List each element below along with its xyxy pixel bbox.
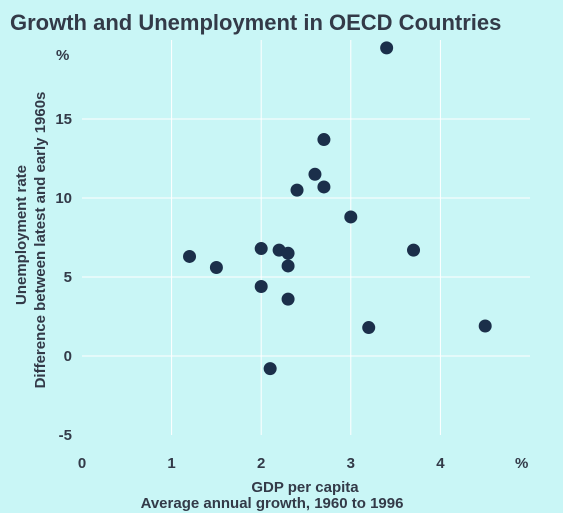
data-point — [362, 321, 376, 335]
x-axis-label: GDP per capita — [251, 479, 359, 496]
grid — [82, 40, 530, 435]
data-point — [281, 246, 295, 260]
data-point — [209, 261, 223, 275]
axis-ticks: 0 1 2 3 4 -5 0 5 10 15 — [55, 111, 445, 472]
chart-title: Growth and Unemployment in OECD Countrie… — [10, 10, 501, 35]
data-point — [263, 362, 277, 376]
data-point — [478, 319, 492, 333]
x-unit-label: % — [515, 455, 528, 472]
data-point — [344, 210, 358, 224]
x-tick-label: 4 — [436, 455, 445, 472]
x-tick-label: 0 — [78, 455, 86, 472]
y-unit-label: % — [56, 47, 69, 64]
data-point — [407, 243, 421, 257]
y-tick-label: 0 — [64, 348, 72, 365]
x-axis-sublabel: Average annual growth, 1960 to 1996 — [141, 495, 404, 512]
y-axis-sublabel: Difference between latest and early 1960… — [32, 92, 49, 389]
data-point — [254, 279, 268, 293]
data-point — [281, 259, 295, 273]
data-point — [281, 292, 295, 306]
data-point — [290, 183, 304, 197]
data-point — [308, 167, 322, 181]
x-tick-label: 2 — [257, 455, 265, 472]
y-axis-label: Unemployment rate — [13, 165, 30, 305]
y-tick-label: 10 — [55, 190, 72, 207]
y-tick-label: 15 — [55, 111, 72, 128]
data-point — [254, 242, 268, 256]
y-tick-label: 5 — [64, 269, 72, 286]
x-tick-label: 1 — [167, 455, 175, 472]
data-point — [380, 41, 394, 55]
y-tick-label: -5 — [59, 427, 72, 444]
data-point — [317, 133, 331, 147]
data-points — [183, 41, 492, 376]
data-point — [317, 180, 331, 194]
x-tick-label: 3 — [347, 455, 355, 472]
data-point — [183, 249, 197, 263]
